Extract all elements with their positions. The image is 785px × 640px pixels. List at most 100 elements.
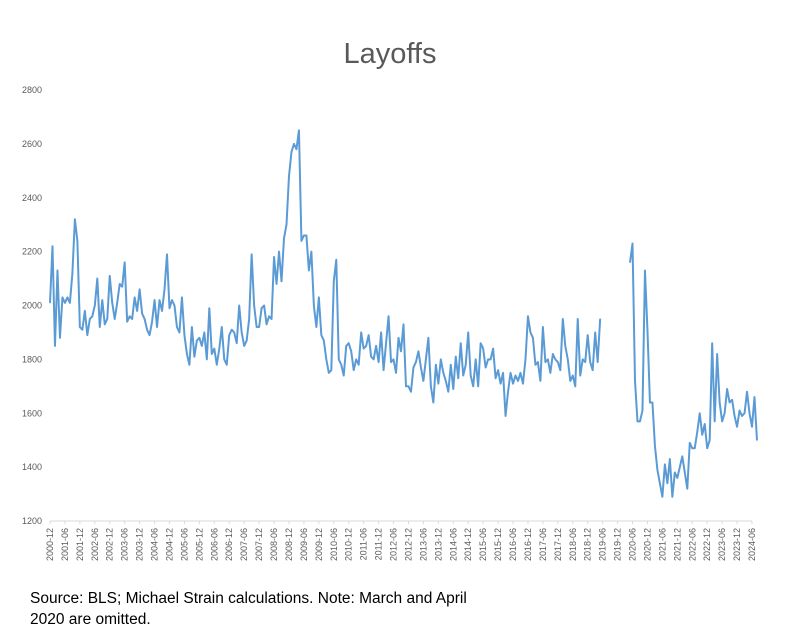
data-point (84, 310, 86, 312)
data-point (86, 334, 88, 336)
x-tick-label: 2020-06 (628, 528, 638, 561)
data-point (509, 372, 512, 374)
data-point (173, 304, 176, 307)
x-tick-label: 2010-12 (344, 528, 354, 561)
data-point (564, 345, 566, 347)
data-point (345, 345, 347, 347)
data-point (238, 304, 240, 307)
y-tick-label: 1400 (22, 462, 42, 472)
data-point (270, 318, 273, 320)
data-point (360, 331, 362, 334)
data-point (537, 361, 539, 363)
data-point (502, 372, 504, 374)
data-point (121, 286, 123, 288)
data-point (348, 342, 350, 344)
data-point (430, 385, 432, 387)
x-tick-label: 2001-12 (75, 528, 85, 561)
data-point (94, 304, 96, 307)
data-point (572, 374, 574, 377)
data-point (519, 372, 522, 374)
data-point (719, 401, 721, 404)
data-point (151, 321, 153, 323)
data-point (280, 280, 283, 282)
y-tick-label: 1200 (22, 516, 42, 526)
data-point (522, 383, 524, 385)
data-point (641, 409, 644, 412)
data-point (54, 345, 56, 347)
data-point (659, 482, 661, 484)
data-point (686, 488, 688, 490)
data-point (355, 358, 357, 360)
data-point (134, 296, 136, 299)
data-point (236, 342, 238, 344)
data-point (59, 337, 61, 339)
data-point (168, 307, 171, 309)
data-point (567, 358, 569, 360)
data-point (146, 329, 148, 331)
x-tick-label: 2006-12 (224, 528, 234, 561)
data-point (144, 318, 146, 320)
data-point (114, 318, 116, 320)
data-point (529, 331, 532, 334)
x-tick-label: 2021-12 (672, 528, 682, 561)
data-point (188, 364, 190, 366)
x-tick-label: 2023-06 (717, 528, 727, 561)
data-point (131, 318, 133, 320)
data-point (492, 348, 494, 350)
x-tick-label: 2001-06 (60, 528, 70, 561)
data-point (390, 361, 392, 363)
data-point (527, 315, 529, 317)
data-point (268, 315, 270, 317)
data-point (679, 466, 681, 468)
y-axis-tick-labels: 1200 1400 1600 1800 2000 2200 2400 2600 2800 (22, 85, 42, 526)
x-tick-label: 2019-12 (613, 528, 623, 561)
layoffs-line-chart: 1200 1400 1600 1800 2000 2200 2400 2600 2800 200… (22, 85, 758, 561)
data-point (378, 361, 380, 363)
data-point (407, 385, 410, 387)
data-point (694, 447, 696, 449)
y-tick-label: 2200 (22, 247, 42, 257)
data-point (340, 364, 342, 366)
data-point (365, 345, 367, 347)
data-point (166, 253, 168, 255)
data-point (211, 353, 213, 355)
data-point (158, 299, 161, 301)
data-point (714, 420, 716, 422)
data-point (241, 331, 243, 334)
data-point (656, 469, 659, 471)
data-point (56, 269, 59, 272)
data-point (368, 334, 370, 336)
data-point (370, 356, 372, 358)
data-point (69, 302, 71, 304)
data-point (514, 374, 517, 377)
data-point (417, 350, 420, 352)
x-tick-label: 2008-06 (269, 528, 279, 561)
data-point (674, 471, 676, 474)
data-point (139, 288, 141, 290)
data-point (243, 345, 245, 347)
data-point (246, 339, 248, 342)
data-point (333, 280, 335, 282)
x-tick-label: 2014-12 (463, 528, 473, 561)
data-point (201, 345, 203, 347)
data-point (290, 151, 293, 153)
x-tick-label: 2008-12 (284, 528, 294, 561)
data-point (315, 326, 317, 328)
data-point (288, 175, 290, 177)
chart-title: Layoffs (343, 38, 437, 70)
data-point (475, 358, 477, 360)
data-point (206, 358, 208, 360)
data-point (733, 415, 736, 417)
data-point (221, 326, 223, 328)
data-point (731, 399, 733, 401)
data-point (504, 415, 507, 417)
data-point (308, 269, 310, 272)
data-point (736, 426, 738, 428)
data-point (300, 240, 303, 242)
data-point (320, 334, 322, 336)
data-point (490, 358, 492, 360)
data-point (711, 342, 713, 344)
data-point (405, 385, 407, 387)
data-point (724, 412, 726, 414)
data-point (661, 496, 663, 498)
